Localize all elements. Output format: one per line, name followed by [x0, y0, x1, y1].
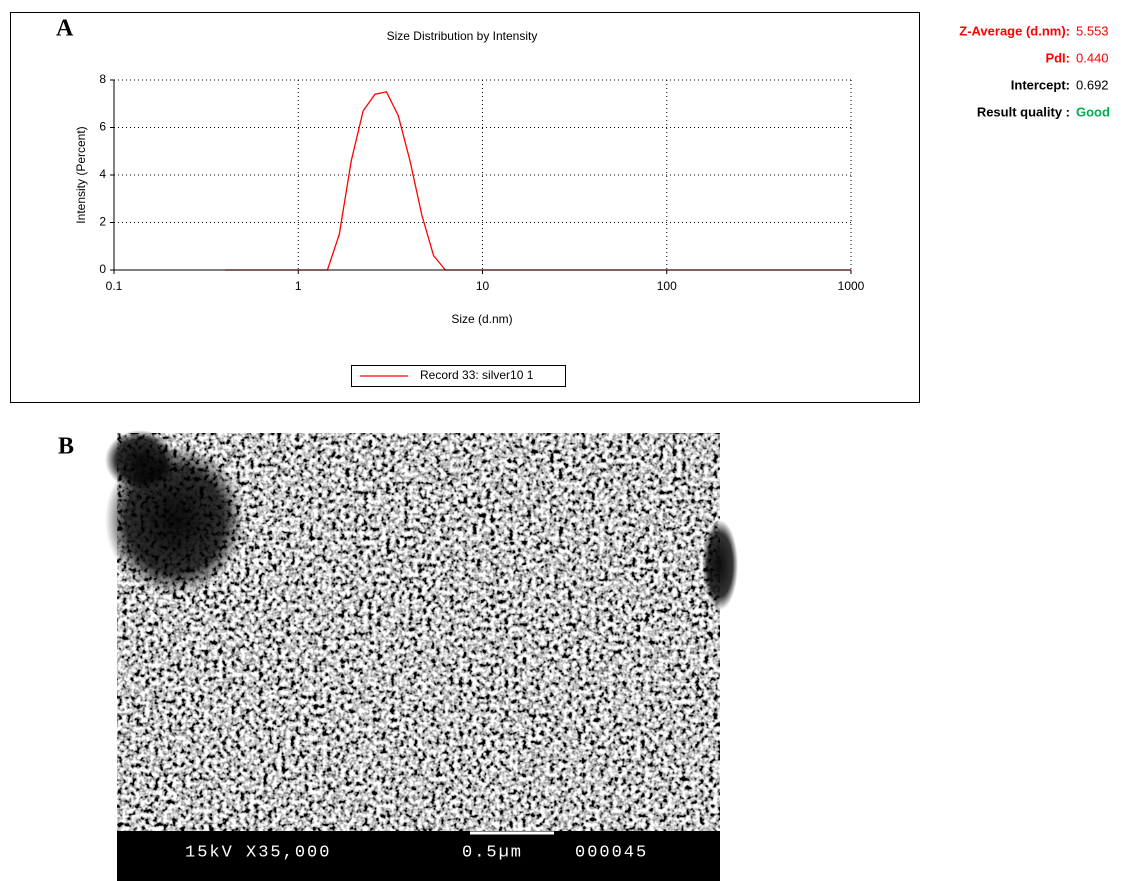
result-label: Result quality :: [977, 104, 1070, 119]
x-axis-label: Size (d.nm): [451, 312, 512, 326]
sem-voltage-magnification: 15kV X35,000: [185, 843, 331, 862]
y-tick-label: 2: [99, 215, 106, 229]
result-value: 0.440: [1076, 50, 1109, 65]
y-tick-label: 6: [99, 120, 106, 134]
chart-title: Size Distribution by Intensity: [387, 29, 538, 43]
result-label: Z-Average (d.nm):: [959, 23, 1070, 38]
y-tick-label: 8: [99, 72, 106, 86]
legend-label: Record 33: silver10 1: [420, 368, 534, 382]
y-axis-label: Intensity (Percent): [74, 126, 88, 223]
results: Z-Average (d.nm): 5.553 PdI: 0.440 Intercept…: [959, 23, 1110, 119]
y-tick-label: 4: [99, 167, 106, 181]
sem-scale: 0.5µm: [462, 843, 523, 862]
x-tick-label: 10: [476, 279, 490, 293]
result-value: 5.553: [1076, 23, 1109, 38]
sem-shadow: [105, 430, 175, 490]
x-tick-label: 1000: [838, 279, 865, 293]
result-label: PdI:: [1045, 50, 1070, 65]
panel-label: B: [58, 434, 74, 460]
panel-label: A: [56, 16, 74, 42]
result-label: Intercept:: [1011, 77, 1070, 92]
sem-info-bar: [117, 831, 720, 881]
sem-shadow: [702, 520, 738, 610]
y-tick-label: 0: [99, 262, 106, 276]
x-tick-label: 100: [657, 279, 677, 293]
x-tick-label: 0.1: [106, 279, 123, 293]
x-tick-label: 1: [295, 279, 302, 293]
sem-number: 000045: [575, 843, 648, 862]
result-value: Good: [1076, 104, 1110, 119]
legend-box: [351, 365, 566, 387]
chart-frame: [10, 12, 920, 403]
sem-image: 15kV X35,000 0.5µm 000045: [105, 430, 738, 881]
result-value: 0.692: [1076, 77, 1109, 92]
